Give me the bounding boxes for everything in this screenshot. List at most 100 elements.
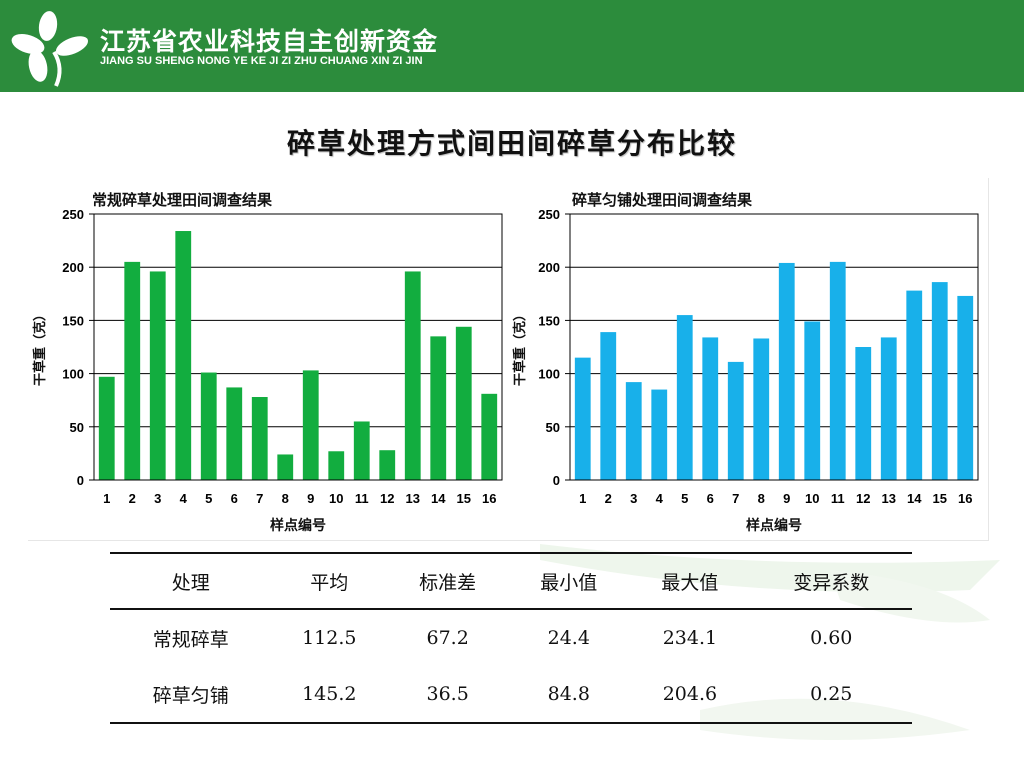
bar — [651, 389, 668, 480]
x-axis-label: 样点编号 — [270, 517, 326, 534]
bar — [302, 370, 319, 480]
table-cell: 0.25 — [750, 666, 912, 724]
table-cell: 145.2 — [271, 666, 388, 724]
table-cell: 112.5 — [302, 627, 357, 649]
y-tick-label: 150 — [538, 313, 560, 328]
bar — [404, 271, 421, 480]
x-tick-label: 8 — [758, 491, 765, 506]
col-header-min: 最小值 — [508, 552, 630, 610]
col-header-max: 最大值 — [629, 552, 751, 610]
bar — [379, 450, 396, 480]
bar — [906, 290, 923, 480]
x-tick-label: 4 — [180, 491, 188, 506]
x-tick-label: 11 — [355, 491, 369, 506]
col-header-std: 标准差 — [387, 552, 509, 610]
x-tick-label: 6 — [231, 491, 238, 506]
x-tick-label: 13 — [406, 491, 420, 506]
y-tick-label: 50 — [546, 420, 560, 435]
table-row: 常规碎草 112.5 67.2 24.4 234.1 0.60 — [110, 609, 912, 666]
x-tick-label: 6 — [707, 491, 714, 506]
bar — [676, 315, 693, 480]
x-tick-label: 10 — [805, 491, 819, 506]
bar — [702, 337, 719, 480]
x-tick-label: 15 — [457, 491, 471, 506]
y-tick-label: 50 — [70, 420, 84, 435]
bar — [804, 321, 821, 480]
bar — [931, 282, 948, 480]
page-title: 碎草处理方式间田间碎草分布比较 — [286, 127, 737, 160]
bar — [600, 332, 617, 480]
table-cell: 234.1 — [662, 627, 718, 649]
plot-frame — [93, 213, 503, 481]
brand-name-cn: 江苏省农业科技自主创新资金 — [100, 27, 439, 56]
y-tick-label: 250 — [62, 207, 84, 222]
table-cell: 碎草匀铺 — [110, 666, 272, 724]
y-tick-label: 200 — [62, 260, 84, 275]
x-tick-label: 11 — [831, 491, 845, 506]
col-header-mean: 平均 — [271, 552, 388, 610]
bar — [727, 361, 744, 480]
bar — [124, 261, 141, 480]
table-cell: 24.4 — [547, 627, 590, 649]
x-axis-label: 样点编号 — [746, 517, 802, 534]
y-tick-label: 100 — [538, 367, 560, 382]
bar — [251, 397, 268, 480]
bar — [481, 393, 498, 480]
bar — [353, 421, 370, 480]
x-tick-label: 14 — [907, 491, 922, 506]
x-tick-label: 12 — [380, 491, 394, 506]
x-tick-label: 7 — [732, 491, 739, 506]
chart-panel-even-spread: 碎草匀铺处理田间调查结果 0 50 100 150 200 250 1 2 3 4 5 6 7 8 9 10 11… — [508, 178, 989, 541]
table-row: 碎草匀铺 145.2 36.5 84.8 204.6 0.25 — [110, 666, 912, 724]
col-header-cv: 变异系数 — [750, 552, 912, 610]
chart-panel-conventional: 常规碎草处理田间调查结果 0 50 100 150 200 250 1 2 3 4 5 6 7 8 9 10 11… — [28, 178, 517, 541]
chart-title: 碎草匀铺处理田间调查结果 — [572, 191, 753, 209]
x-tick-label: 3 — [154, 491, 161, 506]
bar — [226, 387, 243, 480]
x-tick-label: 2 — [605, 491, 612, 506]
x-tick-label: 3 — [630, 491, 637, 506]
table-header-row: 处理 平均 标准差 最小值 最大值 变异系数 — [110, 552, 912, 610]
y-tick-label: 0 — [553, 473, 560, 488]
x-tick-label: 1 — [579, 491, 586, 506]
x-tick-label: 7 — [256, 491, 263, 506]
bar — [328, 451, 345, 480]
table-cell: 67.2 — [426, 627, 469, 649]
x-tick-label: 4 — [656, 491, 664, 506]
x-tick-label: 16 — [482, 491, 496, 506]
x-tick-label: 16 — [958, 491, 972, 506]
y-tick-label: 150 — [62, 313, 84, 328]
bar — [175, 231, 192, 480]
x-tick-label: 13 — [882, 491, 896, 506]
x-tick-label: 9 — [783, 491, 790, 506]
table-cell: 84.8 — [508, 666, 630, 724]
x-tick-label: 1 — [103, 491, 110, 506]
x-tick-label: 14 — [431, 491, 446, 506]
y-tick-label: 0 — [77, 473, 84, 488]
bar — [277, 454, 294, 480]
table-cell: 0.60 — [810, 627, 853, 649]
bar — [753, 338, 770, 480]
y-tick-label: 100 — [62, 367, 84, 382]
x-tick-label: 15 — [933, 491, 947, 506]
bar — [829, 261, 846, 480]
table-cell: 204.6 — [629, 666, 751, 724]
bar — [880, 337, 897, 480]
x-tick-label: 2 — [129, 491, 136, 506]
chart-title: 常规碎草处理田间调查结果 — [92, 191, 273, 209]
x-tick-label: 5 — [205, 491, 212, 506]
x-tick-label: 5 — [681, 491, 688, 506]
y-tick-label: 250 — [538, 207, 560, 222]
bar — [149, 271, 166, 480]
bar — [455, 326, 472, 480]
bar — [855, 347, 872, 480]
brand-name-en: JIANG SU SHENG NONG YE KE JI ZI ZHU CHUA… — [100, 55, 423, 67]
bar — [957, 295, 974, 480]
x-tick-label: 10 — [329, 491, 343, 506]
table-cell: 常规碎草 — [152, 628, 229, 651]
x-tick-label: 8 — [282, 491, 289, 506]
stats-table: 处理 平均 标准差 最小值 最大值 变异系数 常规碎草 112.5 67.2 2… — [110, 552, 912, 724]
bar — [625, 382, 642, 480]
